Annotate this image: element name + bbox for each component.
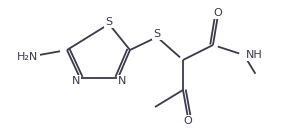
Text: O: O (214, 8, 222, 18)
Text: S: S (105, 17, 113, 27)
Text: H₂N: H₂N (17, 52, 39, 62)
Text: O: O (184, 116, 192, 126)
Text: S: S (153, 29, 160, 39)
Text: NH: NH (246, 50, 263, 60)
Text: N: N (118, 76, 126, 86)
Text: N: N (72, 76, 80, 86)
